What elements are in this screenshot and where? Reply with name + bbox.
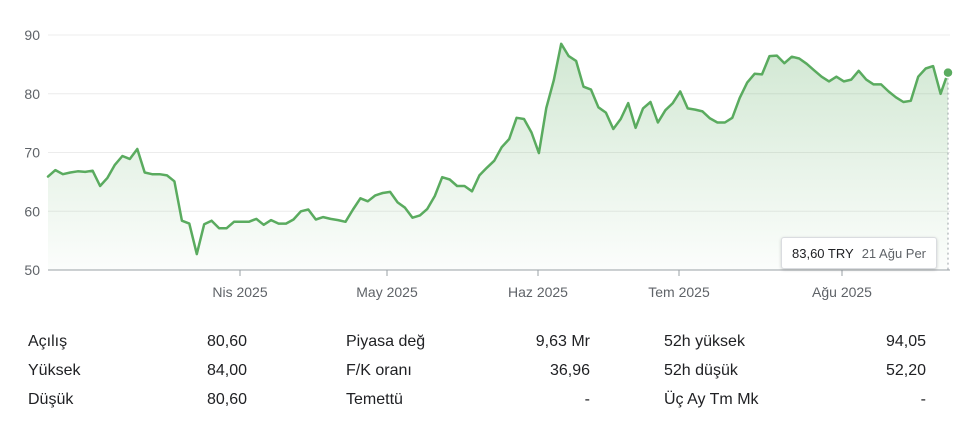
tooltip-price: 83,60 TRY bbox=[792, 245, 854, 261]
x-tick-label: Tem 2025 bbox=[648, 284, 710, 300]
y-tick-label: 90 bbox=[24, 27, 40, 43]
high-label: Yüksek bbox=[28, 362, 81, 379]
price-tooltip: 83,60 TRY 21 Ağu Per bbox=[781, 237, 938, 269]
x-tick-label: May 2025 bbox=[356, 284, 418, 300]
high-52w-value: 94,05 bbox=[885, 333, 926, 350]
tooltip-date: 21 Ağu Per bbox=[861, 245, 927, 261]
x-tick-label: Ağu 2025 bbox=[812, 284, 872, 300]
x-tick-label: Nis 2025 bbox=[212, 284, 267, 300]
stats-row-2: Yüksek 84,00 F/K oranı 36,96 52h düşük 5… bbox=[0, 359, 960, 383]
y-tick-label: 80 bbox=[24, 86, 40, 102]
low-52w-value: 52,20 bbox=[885, 362, 926, 379]
last-price-point[interactable] bbox=[942, 66, 954, 79]
y-tick-label: 60 bbox=[24, 203, 40, 219]
price-line bbox=[46, 42, 950, 256]
price-chart[interactable]: 50 60 70 80 90 Nis 2025 May 2025 Haz 2025 Tem 2… bbox=[0, 0, 960, 310]
stats-row-1: Açılış 80,60 Piyasa değ 9,63 Mr 52h yüks… bbox=[0, 330, 960, 354]
quarterly-dividend-label: Üç Ay Tm Mk bbox=[664, 391, 759, 408]
y-tick-label: 70 bbox=[24, 145, 40, 161]
stats-row-3: Düşük 80,60 Temettü - Üç Ay Tm Mk - bbox=[0, 388, 960, 412]
open-value: 80,60 bbox=[206, 333, 247, 350]
dividend-value: - bbox=[584, 391, 590, 408]
low-52w-label: 52h düşük bbox=[664, 362, 738, 379]
low-label: Düşük bbox=[28, 391, 74, 408]
price-area-fill bbox=[48, 43, 948, 270]
pe-ratio-value: 36,96 bbox=[549, 362, 590, 379]
market-cap-label: Piyasa değ bbox=[346, 333, 426, 350]
low-value: 80,60 bbox=[206, 391, 247, 408]
market-cap-value: 9,63 Mr bbox=[535, 333, 590, 350]
open-label: Açılış bbox=[28, 333, 68, 350]
x-tick-label: Haz 2025 bbox=[508, 284, 568, 300]
quarterly-dividend-value: - bbox=[920, 391, 926, 408]
y-tick-label: 50 bbox=[24, 262, 40, 278]
dividend-label: Temettü bbox=[346, 391, 403, 408]
high-value: 84,00 bbox=[206, 362, 247, 379]
high-52w-label: 52h yüksek bbox=[664, 333, 745, 350]
pe-ratio-label: F/K oranı bbox=[346, 362, 412, 379]
